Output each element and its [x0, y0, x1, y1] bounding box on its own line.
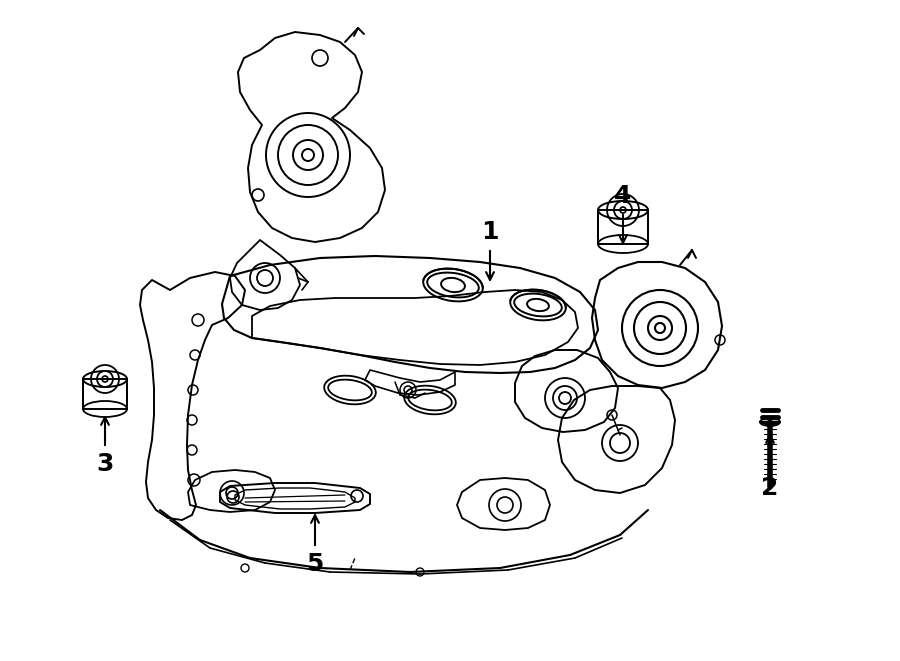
Text: 3: 3 — [96, 452, 113, 476]
Text: 4: 4 — [615, 184, 632, 208]
Text: 1: 1 — [482, 220, 499, 244]
Text: 2: 2 — [761, 476, 778, 500]
Text: 5: 5 — [306, 552, 324, 576]
